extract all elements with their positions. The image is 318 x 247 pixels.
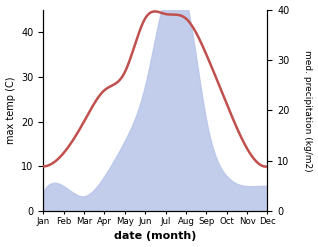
- Y-axis label: med. precipitation (kg/m2): med. precipitation (kg/m2): [303, 50, 313, 171]
- Y-axis label: max temp (C): max temp (C): [5, 77, 16, 144]
- X-axis label: date (month): date (month): [114, 231, 197, 242]
